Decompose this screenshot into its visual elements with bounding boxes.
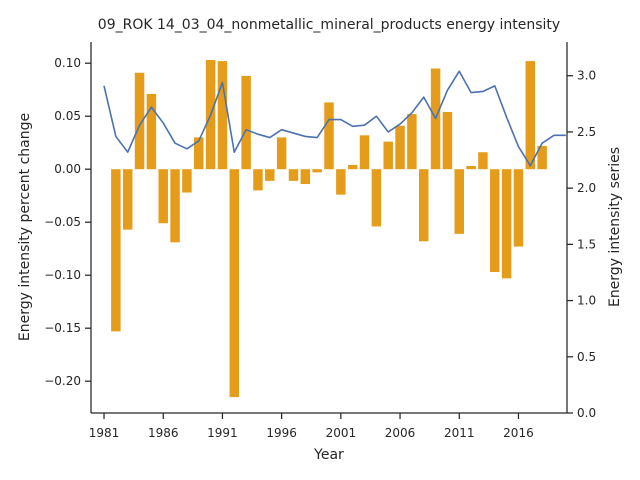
bar-1999	[312, 169, 322, 173]
x-axis-label: Year	[313, 447, 344, 463]
left-y-axis-label: Energy intensity percent change	[17, 113, 33, 341]
x-tick-label: 1981	[89, 426, 120, 440]
bar-1987	[170, 169, 180, 243]
x-tick-label: 2016	[503, 426, 534, 440]
bar-1982	[111, 169, 121, 332]
left-y-tick-label: 0.05	[54, 109, 81, 123]
bar-2003	[359, 135, 370, 170]
right-y-tick-label: 2.0	[577, 181, 596, 195]
bar-1995	[265, 169, 275, 181]
bar-1993	[241, 75, 251, 170]
bar-1985	[146, 93, 157, 170]
x-tick-label: 1996	[266, 426, 297, 440]
x-tick-label: 1991	[207, 426, 238, 440]
bar-2011	[454, 169, 464, 234]
bar-1986	[158, 169, 168, 224]
bar-1994	[253, 169, 263, 191]
x-tick-label: 2011	[444, 426, 475, 440]
left-y-tick-label: 0.10	[54, 56, 81, 70]
left-y-tick-label: −0.20	[44, 374, 81, 388]
bar-2017	[525, 61, 536, 170]
bar-2014	[490, 169, 500, 273]
axes-frame	[90, 42, 568, 414]
left-y-tick-label: −0.15	[44, 321, 81, 335]
bars-layer	[111, 60, 547, 398]
right-y-axis-ticks: 3.0 2.5 2.0 1.5 1.0 0.5 0.0	[567, 69, 596, 420]
bar-2007	[407, 114, 417, 170]
x-axis-ticks: 1981 1986 1991 1996 2001 2006 2011 2016	[89, 413, 534, 440]
right-y-tick-label: 0.5	[577, 350, 596, 364]
left-y-tick-label: 0.00	[54, 162, 81, 176]
bar-2005	[383, 141, 393, 170]
bar-2006	[395, 125, 405, 170]
left-y-tick-label: −0.05	[44, 215, 81, 229]
bar-1998	[300, 169, 311, 185]
chart-title: 09_ROK 14_03_04_nonmetallic_mineral_prod…	[98, 17, 560, 33]
bar-2008	[418, 169, 429, 242]
bar-2016	[513, 169, 524, 247]
bar-1997	[288, 169, 299, 181]
bar-2010	[442, 111, 453, 170]
bar-2018	[537, 145, 547, 170]
left-y-tick-label: −0.10	[44, 268, 81, 282]
bar-2013	[478, 152, 488, 170]
bar-2000	[324, 102, 334, 170]
bar-2004	[371, 169, 382, 227]
bar-1988	[182, 169, 192, 193]
bar-2012	[466, 166, 476, 170]
bar-1991	[217, 61, 228, 170]
right-y-tick-label: 0.0	[577, 406, 596, 420]
left-y-axis-ticks: 0.10 0.05 0.00 −0.05 −0.10 −0.15 −0.20	[44, 56, 91, 388]
right-y-tick-label: 2.5	[577, 125, 596, 139]
x-tick-label: 2006	[385, 426, 416, 440]
bar-1996	[276, 137, 287, 170]
right-y-tick-label: 3.0	[577, 69, 596, 83]
x-tick-label: 2001	[326, 426, 357, 440]
bar-1989	[194, 137, 204, 170]
x-tick-label: 1986	[148, 426, 179, 440]
bar-2002	[347, 164, 358, 170]
right-y-tick-label: 1.5	[577, 237, 596, 251]
right-y-tick-label: 1.0	[577, 294, 596, 308]
bar-1984	[134, 72, 145, 170]
right-y-axis-label: Energy intensity series	[607, 147, 623, 307]
bar-2015	[501, 169, 512, 279]
bar-1992	[229, 169, 240, 398]
bar-2001	[336, 169, 346, 195]
energy-intensity-series-line	[103, 70, 566, 167]
bar-1983	[122, 169, 133, 230]
